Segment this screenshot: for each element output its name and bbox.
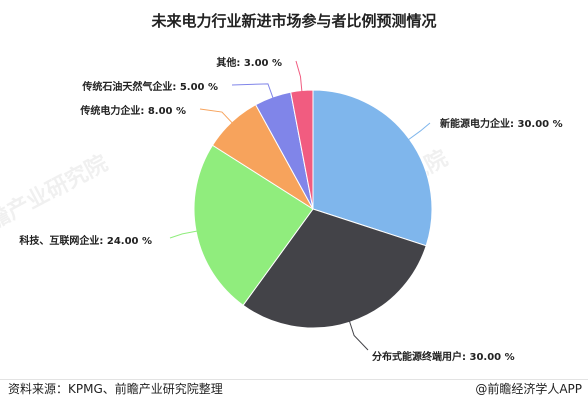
slice-label-0: 新能源电力企业: 30.00 % [440,117,563,130]
slice-label-5: 其他: 3.00 % [216,56,282,69]
source-note: 资料来源：KPMG、前瞻产业研究院整理 [8,382,223,396]
leader-line-5 [295,60,303,93]
footer: 资料来源：KPMG、前瞻产业研究院整理 @前瞻经济学人APP [0,379,588,402]
pie-slices [193,89,433,329]
leader-line-1 [348,320,369,351]
leader-line-3 [199,108,234,125]
slice-label-1: 分布式能源终端用户: 30.00 % [372,350,515,363]
slice-label-4: 传统石油天然气企业: 5.00 % [81,80,218,93]
pie-chart: 新能源电力企业: 30.00 % 分布式能源终端用户: 30.00 % 科技、互联网… [19,56,562,363]
leader-line-0 [407,122,431,141]
chart-title: 未来电力行业新进市场参与者比例预测情况 [151,12,437,30]
brand-credit: @前瞻经济学人APP [475,382,582,396]
slice-label-3: 传统电力企业: 8.00 % [79,104,186,117]
leader-line-2 [169,230,199,239]
leader-line-4 [231,83,274,100]
pie-labels: 新能源电力企业: 30.00 % 分布式能源终端用户: 30.00 % 科技、互联网… [19,56,562,363]
slice-label-2: 科技、互联网企业: 24.00 % [19,234,152,247]
